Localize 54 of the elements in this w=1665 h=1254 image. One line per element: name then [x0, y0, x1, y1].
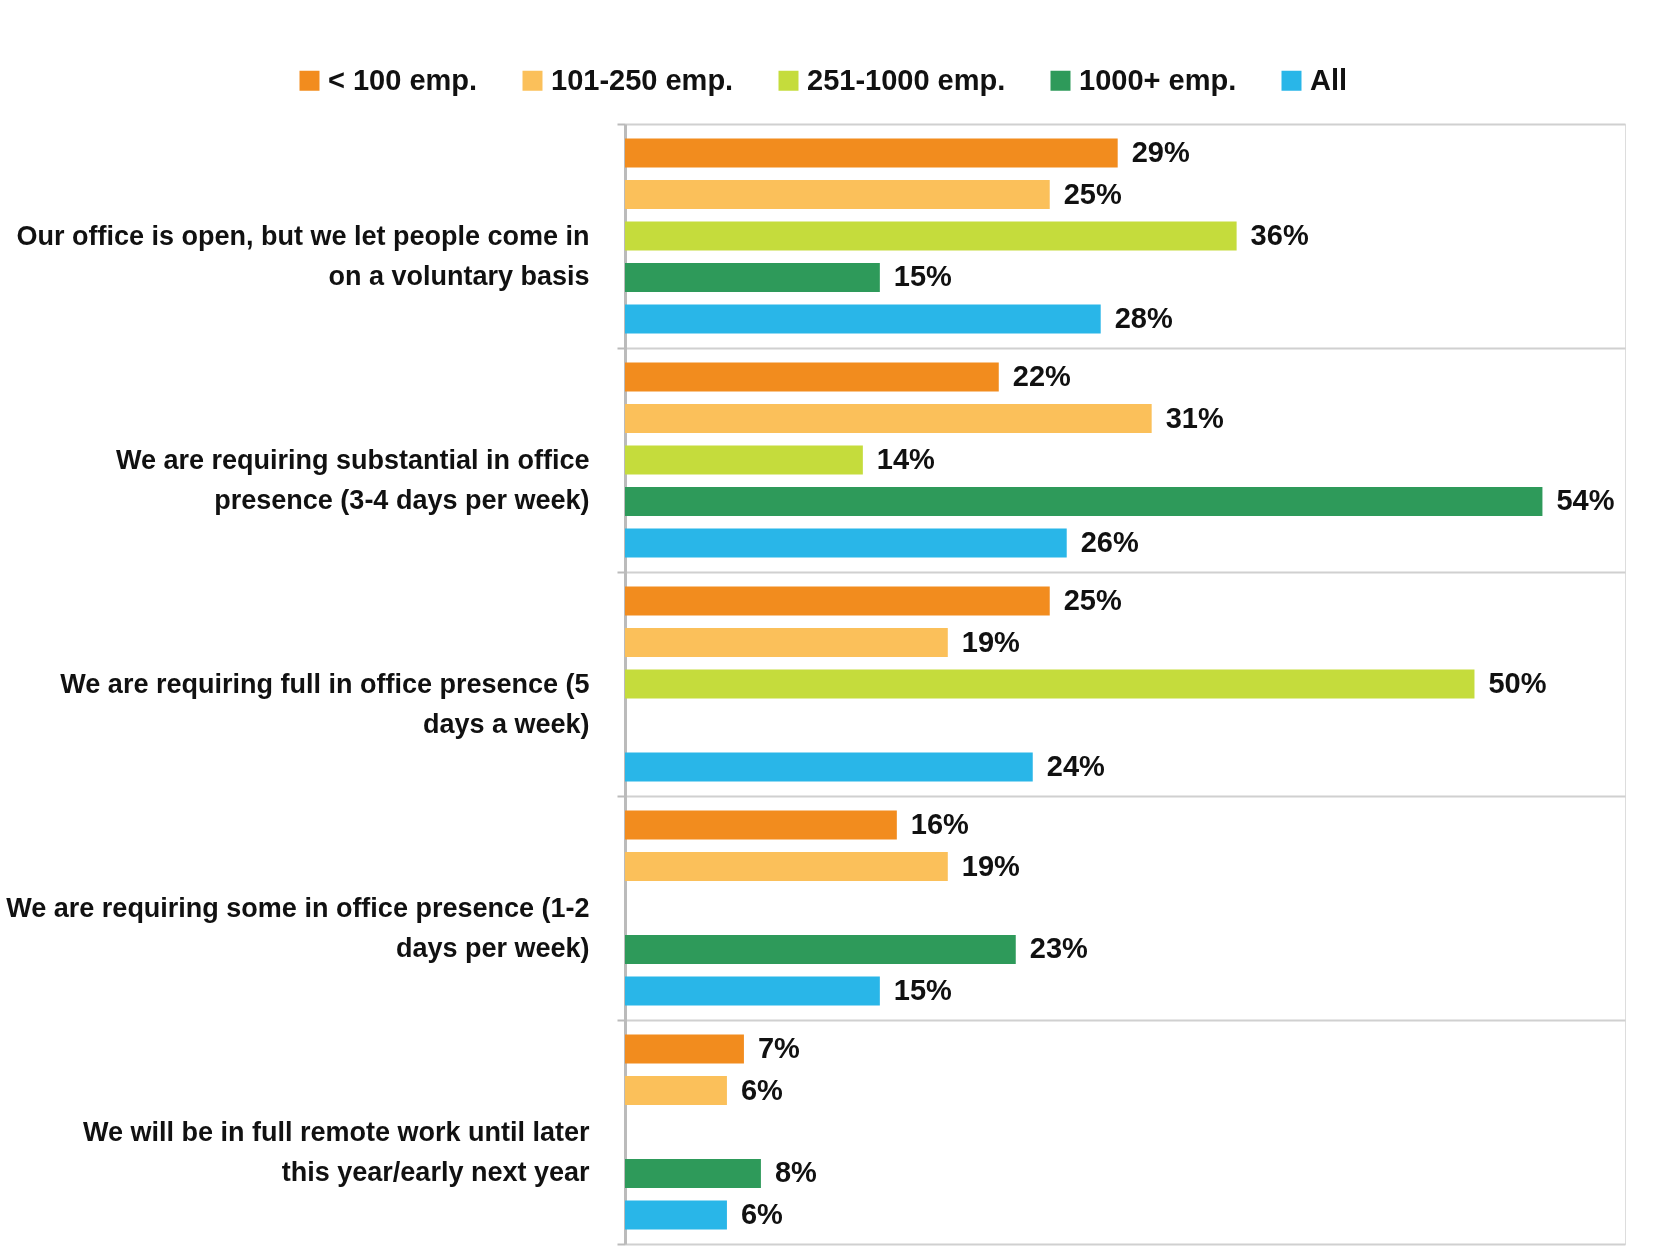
bar	[625, 752, 1033, 782]
data-label: 8%	[774, 1156, 818, 1189]
bar	[625, 362, 999, 392]
bar	[625, 1158, 761, 1188]
data-label: 19%	[961, 849, 1021, 882]
data-label: 7%	[757, 1032, 801, 1065]
data-label: 29%	[1131, 136, 1190, 169]
data-label: 36%	[1250, 219, 1309, 251]
legend-label: All	[1310, 63, 1348, 96]
data-label: 26%	[1080, 525, 1139, 558]
bar	[625, 852, 948, 882]
data-label: 54%	[1556, 484, 1615, 517]
y-tick-label: We are requiring substantial in office presence (3-4 days per week)	[115, 444, 590, 515]
legend-label: 101-250 emp.	[551, 63, 734, 96]
legend-label: 251-1000 emp.	[807, 63, 1006, 96]
data-label: 25%	[1063, 584, 1122, 617]
y-tick-label: We are requiring some in office presence (1-2 days per week)	[6, 892, 590, 963]
data-label: 16%	[910, 808, 970, 841]
bar	[625, 628, 948, 658]
y-tick-label: Our office is open, but we let people come in on a voluntary basis	[16, 220, 590, 291]
data-label: 50%	[1488, 667, 1547, 699]
data-label: 31%	[1165, 401, 1224, 434]
legend-label: < 100 emp.	[328, 63, 478, 96]
data-label: 19%	[961, 625, 1021, 658]
data-label: 15%	[893, 973, 953, 1006]
bar	[625, 445, 863, 475]
bar	[625, 586, 1050, 616]
bar	[625, 221, 1237, 251]
bar	[625, 528, 1067, 558]
bar	[625, 262, 880, 292]
bar	[625, 810, 897, 840]
data-label: 15%	[893, 260, 953, 293]
bar	[625, 669, 1475, 699]
data-label: 6%	[740, 1197, 784, 1230]
data-label: 14%	[876, 443, 936, 475]
data-label: 25%	[1063, 177, 1122, 210]
bar	[625, 138, 1118, 168]
bar	[625, 1200, 727, 1230]
bar	[625, 404, 1152, 434]
data-label: 23%	[1029, 932, 1089, 965]
y-tick-label: We are requiring full in office presence (5 days a week)	[60, 668, 590, 739]
bar	[625, 1076, 727, 1106]
legend-label: 1000+ emp.	[1079, 63, 1237, 96]
data-label: 24%	[1046, 749, 1105, 782]
bar	[625, 180, 1050, 210]
bar	[625, 934, 1016, 964]
bar	[625, 304, 1101, 334]
bar	[625, 1034, 744, 1064]
y-tick-label: We will be in full remote work until later this year/early next year	[82, 1116, 590, 1187]
bar	[625, 486, 1543, 516]
bar	[625, 976, 880, 1006]
data-label: 28%	[1114, 301, 1173, 334]
data-label: 22%	[1012, 360, 1072, 393]
data-label: 6%	[740, 1073, 784, 1106]
